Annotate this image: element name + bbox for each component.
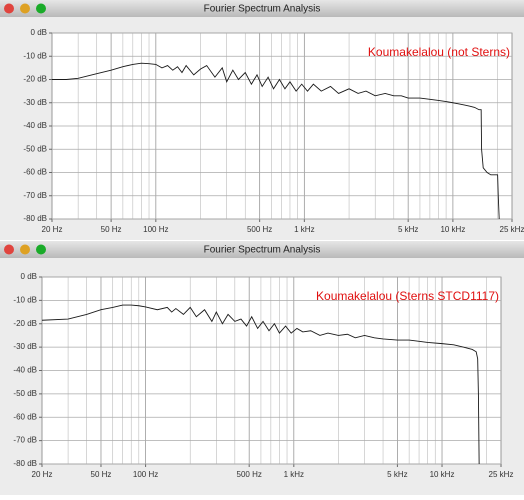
y-tick-label: -50 dB: [13, 389, 37, 398]
x-tick-label: 10 kHz: [430, 470, 455, 479]
title-bar: [0, 0, 524, 17]
x-tick-label: 50 Hz: [101, 225, 122, 234]
x-tick-label: 500 Hz: [237, 470, 262, 479]
x-tick-label: 500 Hz: [247, 225, 272, 234]
y-tick-label: -30 dB: [23, 98, 47, 107]
window-title: Fourier Spectrum Analysis: [204, 4, 321, 15]
y-tick-label: 0 dB: [21, 272, 37, 281]
close-button[interactable]: [4, 3, 14, 14]
zoom-button[interactable]: [36, 244, 46, 255]
y-tick-label: -30 dB: [13, 342, 37, 351]
x-tick-label: 50 Hz: [91, 470, 112, 479]
minimize-button[interactable]: [20, 244, 30, 255]
x-tick-label: 20 Hz: [42, 225, 63, 234]
y-tick-label: -40 dB: [13, 366, 37, 375]
x-tick-label: 25 kHz: [489, 470, 514, 479]
y-tick-label: -10 dB: [13, 295, 37, 304]
y-tick-label: -70 dB: [23, 191, 47, 200]
annotation: Koumakelalou (not Sterns): [368, 45, 510, 59]
y-tick-label: -50 dB: [23, 144, 47, 153]
x-tick-label: 20 Hz: [32, 470, 53, 479]
x-tick-label: 1 kHz: [294, 225, 314, 234]
y-tick-label: -10 dB: [23, 51, 47, 60]
spectrum-line: [52, 62, 500, 220]
x-tick-label: 1 kHz: [284, 470, 304, 479]
y-tick-label: -70 dB: [13, 436, 37, 445]
x-tick-label: 100 Hz: [143, 225, 168, 234]
y-tick-label: -60 dB: [13, 412, 37, 421]
y-tick-label: 0 dB: [31, 28, 47, 37]
y-tick-label: -40 dB: [23, 121, 47, 130]
x-tick-label: 5 kHz: [398, 225, 418, 234]
x-tick-label: 100 Hz: [133, 470, 158, 479]
title-bar: [0, 241, 524, 258]
y-tick-label: -20 dB: [23, 75, 47, 84]
minimize-button[interactable]: [20, 3, 30, 14]
x-tick-label: 25 kHz: [500, 225, 524, 234]
y-tick-label: -20 dB: [13, 319, 37, 328]
x-tick-label: 5 kHz: [387, 470, 407, 479]
annotation: Koumakelalou (Sterns STCD1117): [316, 289, 499, 303]
y-tick-label: -60 dB: [23, 168, 47, 177]
spectrum-line: [41, 304, 480, 465]
y-tick-label: -80 dB: [23, 214, 47, 223]
x-tick-label: 10 kHz: [440, 225, 465, 234]
zoom-button[interactable]: [36, 3, 46, 14]
close-button[interactable]: [4, 244, 14, 255]
y-tick-label: -80 dB: [13, 459, 37, 468]
window-title: Fourier Spectrum Analysis: [204, 245, 321, 256]
